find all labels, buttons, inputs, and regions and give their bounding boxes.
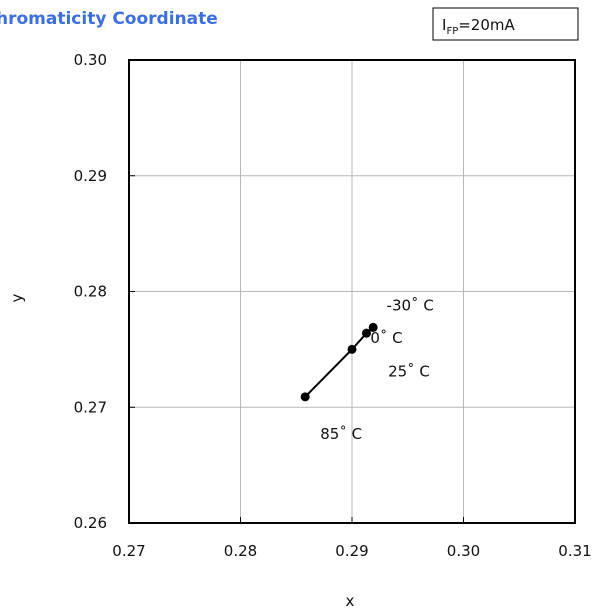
- legend-label: IFP=20mA: [442, 16, 516, 37]
- point-labels: -30˚ C 0˚ C 25˚ C 85˚ C: [320, 296, 434, 442]
- y-tick-label: 0.27: [74, 398, 107, 416]
- x-tick-label: 0.28: [224, 542, 257, 560]
- legend-box: IFP=20mA: [432, 7, 579, 41]
- x-axis-label: x: [346, 592, 355, 609]
- x-tick-labels: 0.27 0.28 0.29 0.30 0.31: [112, 517, 592, 560]
- point-label: -30˚ C: [387, 296, 434, 314]
- point-label: 85˚ C: [320, 425, 362, 443]
- x-tick-label: 0.27: [112, 542, 145, 560]
- y-tick-label: 0.30: [74, 51, 107, 69]
- series-group: [300, 322, 378, 402]
- grid: [129, 60, 575, 523]
- y-tick-label: 0.29: [74, 167, 107, 185]
- chart-title: hromaticity Coordinate: [0, 9, 218, 29]
- data-point: [300, 392, 310, 402]
- x-tick-label: 0.29: [335, 542, 368, 560]
- point-label: 0˚ C: [370, 329, 402, 347]
- data-point: [368, 322, 378, 332]
- y-tick-label: 0.28: [74, 283, 107, 301]
- y-tick-labels: 0.26 0.27 0.28 0.29 0.30: [74, 51, 135, 532]
- data-point: [347, 344, 357, 354]
- x-tick-label: 0.31: [558, 542, 591, 560]
- series-line: [304, 326, 374, 398]
- y-axis-label: y: [8, 293, 26, 302]
- y-tick-label: 0.26: [74, 514, 107, 532]
- point-label: 25˚ C: [388, 362, 430, 380]
- data-point: [361, 328, 371, 338]
- x-tick-label: 0.30: [447, 542, 480, 560]
